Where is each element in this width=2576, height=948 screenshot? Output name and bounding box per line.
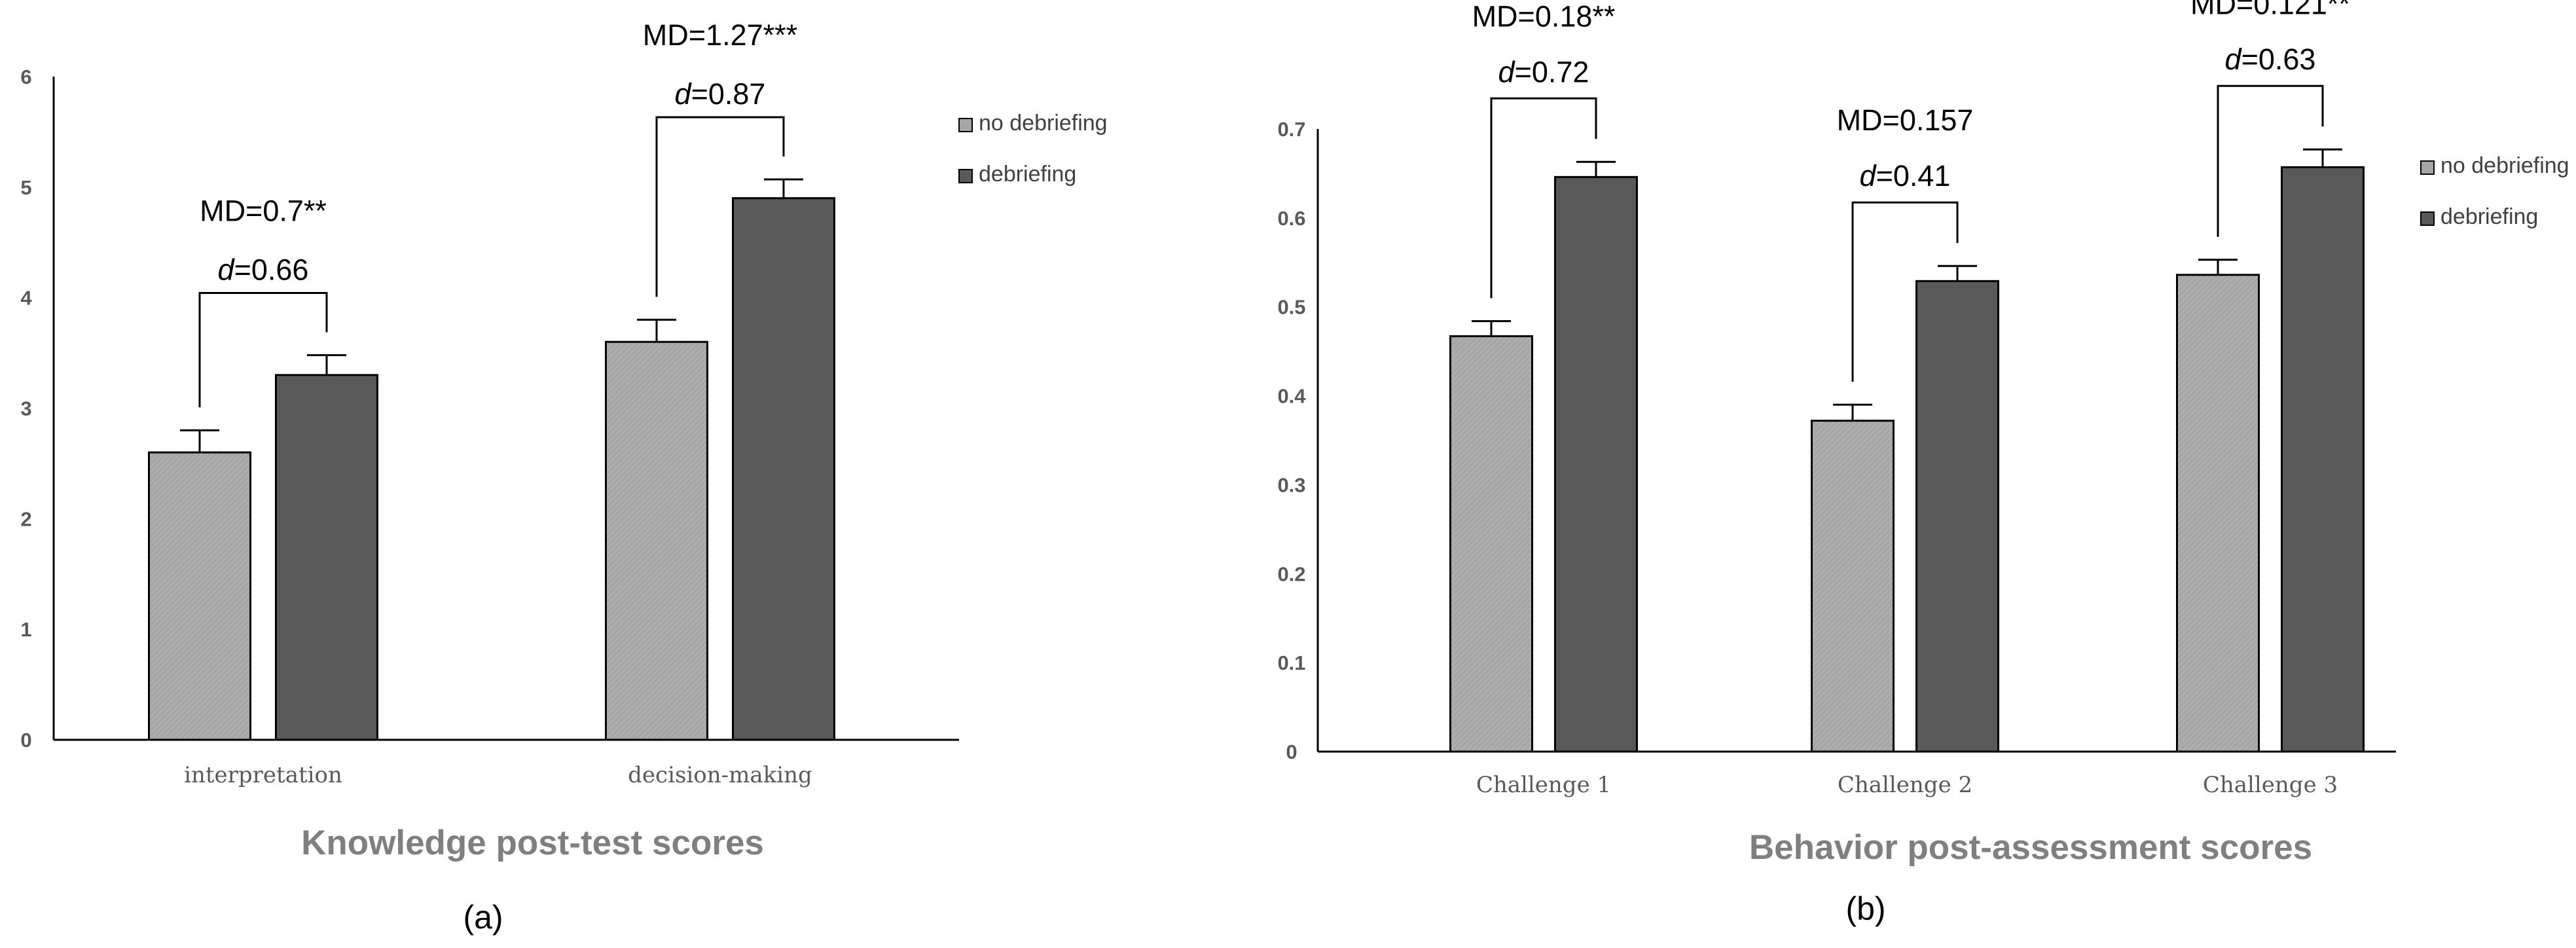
legend-label: no debriefing bbox=[2440, 153, 2569, 178]
effect-size-value: =0.72 bbox=[1515, 55, 1589, 88]
x-category-label: Challenge 1 bbox=[1476, 772, 1611, 798]
y-tick-label: 0.6 bbox=[1277, 207, 1305, 230]
chart-panel-a: 0123456interpretationMD=0.7**d=0.66decis… bbox=[20, 18, 1107, 936]
y-tick-label: 5 bbox=[20, 176, 31, 199]
x-category-label: Challenge 2 bbox=[1838, 772, 1972, 798]
effect-size-symbol: d bbox=[2225, 43, 2243, 76]
bar-debriefing bbox=[1554, 175, 1638, 753]
y-tick-label: 0.7 bbox=[1277, 118, 1305, 141]
effect-size-label: d=0.87 bbox=[675, 77, 766, 111]
bar-no-debriefing bbox=[2176, 274, 2260, 753]
bar-debriefing bbox=[732, 197, 835, 741]
y-tick-label: 2 bbox=[20, 507, 31, 530]
y-tick-label: 0.5 bbox=[1277, 296, 1305, 319]
legend-swatch-debriefing bbox=[2420, 211, 2435, 226]
bar-debriefing bbox=[2281, 166, 2365, 753]
bar-debriefing bbox=[275, 374, 378, 741]
y-tick-label: 0.1 bbox=[1277, 651, 1305, 674]
legend-swatch-no-debriefing bbox=[958, 118, 973, 132]
y-tick-label: 1 bbox=[20, 618, 31, 641]
effect-size-label: d=0.41 bbox=[1860, 159, 1951, 192]
mean-difference-label: MD=0.121** bbox=[2190, 0, 2350, 20]
mean-difference-label: MD=0.7** bbox=[200, 194, 327, 227]
legend-label: debriefing bbox=[2440, 204, 2538, 229]
effect-size-symbol: d bbox=[218, 253, 236, 286]
mean-difference-label: MD=0.18** bbox=[1472, 0, 1616, 33]
legend-swatch-no-debriefing bbox=[2420, 160, 2435, 175]
mean-difference-label: MD=0.157 bbox=[1837, 103, 1974, 137]
bar-no-debriefing bbox=[1811, 420, 1895, 753]
effect-size-value: =0.41 bbox=[1876, 159, 1951, 192]
legend-label: debriefing bbox=[979, 162, 1076, 187]
significance-bracket bbox=[1490, 97, 1597, 299]
effect-size-symbol: d bbox=[675, 77, 693, 111]
significance-bracket bbox=[1851, 201, 1959, 382]
effect-size-symbol: d bbox=[1860, 159, 1878, 192]
y-tick-label: 0 bbox=[1286, 740, 1297, 763]
panel-label: (a) bbox=[463, 899, 503, 936]
x-axis-title: Behavior post-assessment scores bbox=[1749, 828, 2312, 867]
y-tick-label: 0 bbox=[20, 729, 31, 752]
effect-size-value: =0.87 bbox=[691, 77, 766, 111]
significance-bracket bbox=[198, 291, 328, 408]
y-tick-label: 3 bbox=[20, 397, 31, 420]
legend-swatch-debriefing bbox=[958, 169, 973, 183]
significance-bracket bbox=[655, 116, 785, 297]
chart-panel-b: 0 0.1 0.2 0.3 0.4 0.5 0.6 0.7 Challenge 1 MD=0.18… bbox=[1277, 0, 2569, 927]
legend-label: no debriefing bbox=[979, 111, 1108, 136]
bar-no-debriefing bbox=[148, 451, 251, 741]
bar-debriefing bbox=[1915, 280, 1999, 753]
effect-size-label: d=0.66 bbox=[218, 253, 309, 286]
effect-size-symbol: d bbox=[1498, 55, 1516, 88]
x-category-label: decision-making bbox=[628, 762, 812, 788]
x-axis-title: Knowledge post-test scores bbox=[301, 824, 764, 862]
bar-no-debriefing bbox=[605, 340, 708, 741]
y-tick-label: 4 bbox=[20, 287, 32, 310]
panel-label: (b) bbox=[1845, 890, 1885, 927]
effect-size-label: d=0.72 bbox=[1498, 55, 1589, 88]
x-category-label: interpretation bbox=[184, 762, 342, 788]
y-tick-label: 0.2 bbox=[1277, 562, 1305, 585]
effect-size-value: =0.66 bbox=[234, 253, 309, 286]
y-tick-label: 0.3 bbox=[1277, 473, 1305, 496]
effect-size-value: =0.63 bbox=[2241, 43, 2316, 76]
significance-bracket bbox=[2217, 84, 2324, 237]
y-tick-label: 6 bbox=[20, 65, 31, 88]
mean-difference-label: MD=1.27*** bbox=[643, 18, 797, 52]
effect-size-label: d=0.63 bbox=[2225, 43, 2316, 76]
x-category-label: Challenge 3 bbox=[2203, 772, 2338, 798]
bar-no-debriefing bbox=[1449, 335, 1533, 753]
y-tick-label: 0.4 bbox=[1277, 385, 1306, 408]
